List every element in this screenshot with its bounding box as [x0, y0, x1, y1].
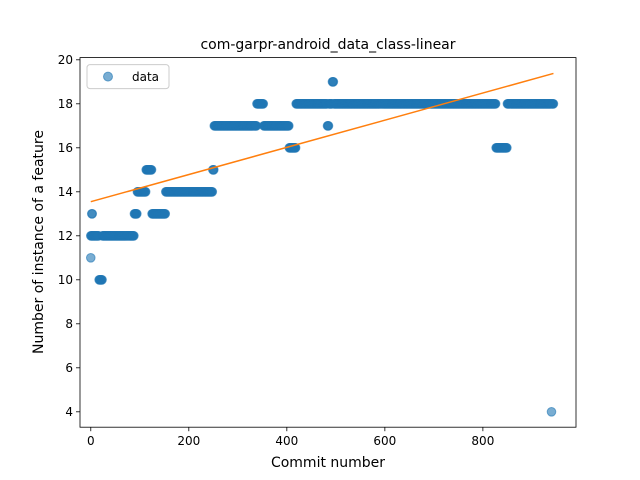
x-tick-label: 600	[373, 434, 396, 448]
data-point	[323, 121, 334, 131]
data-point	[283, 121, 294, 131]
data-point	[160, 209, 171, 219]
y-tick-label: 8	[65, 317, 73, 331]
data-point	[85, 252, 96, 263]
legend: data	[86, 64, 170, 90]
y-tick-label: 6	[65, 361, 73, 375]
legend-marker-data	[103, 71, 113, 82]
y-tick-label: 4	[65, 405, 73, 419]
data-point	[328, 77, 339, 87]
y-tick-label: 20	[58, 53, 73, 67]
data-point	[490, 99, 501, 109]
x-axis-label: Commit number	[271, 455, 385, 471]
data-point	[146, 165, 157, 175]
x-tick-label: 400	[275, 434, 298, 448]
axes-frame	[79, 57, 577, 428]
y-tick-label: 18	[58, 97, 73, 111]
linear-fit-line	[90, 72, 554, 203]
x-tick-label: 200	[177, 434, 200, 448]
data-points-layer	[85, 77, 559, 417]
y-tick-label: 14	[58, 185, 73, 199]
legend-box	[86, 64, 170, 90]
data-point	[502, 143, 512, 153]
legend-label-data: data	[132, 70, 159, 84]
x-axis-ticks: 0 200 400 600 800	[87, 427, 494, 448]
fit-line-layer	[90, 72, 554, 203]
y-tick-label: 12	[58, 229, 73, 243]
data-point	[548, 99, 559, 109]
x-tick-label: 0	[87, 434, 95, 448]
data-point	[97, 275, 107, 285]
data-point	[207, 187, 218, 197]
data-point	[546, 407, 557, 417]
chart-title: com-garpr-android_data_class-linear	[200, 37, 455, 53]
x-tick-label: 800	[471, 434, 494, 448]
y-tick-label: 10	[58, 273, 73, 287]
y-axis-ticks: 4 6 8 10 12 14 16 18 20	[58, 53, 80, 419]
data-point	[132, 209, 142, 219]
data-point	[258, 99, 269, 109]
y-axis-label: Number of instance of a feature	[31, 130, 47, 354]
data-point	[129, 231, 139, 241]
y-tick-label: 16	[58, 141, 73, 155]
data-point	[140, 187, 151, 197]
plot-area	[80, 57, 576, 428]
data-point	[87, 209, 98, 219]
